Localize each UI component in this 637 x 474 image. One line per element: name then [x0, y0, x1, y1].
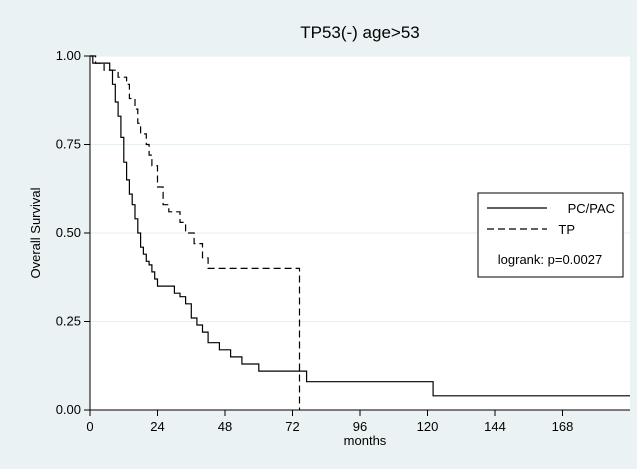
x-tick-label: 120 — [417, 419, 439, 434]
x-tick-label: 0 — [86, 419, 93, 434]
axes: 0.00 0.25 0.50 0.75 1.00 0 24 48 72 96 120 144 168 — [56, 48, 630, 434]
x-tick-label: 24 — [150, 419, 164, 434]
x-tick-label: 96 — [353, 419, 367, 434]
chart-title: TP53(-) age>53 — [300, 23, 420, 42]
x-tick-label: 72 — [285, 419, 299, 434]
legend-box — [477, 192, 624, 278]
legend-label-tp: TP — [558, 222, 575, 237]
x-tick-label: 144 — [484, 419, 506, 434]
y-axis-title: Overall Survival — [28, 187, 43, 278]
series-lines — [90, 55, 630, 410]
x-tick-label: 48 — [218, 419, 232, 434]
legend: PC/PAC TP logrank: p=0.0027 — [477, 192, 624, 278]
series-line-tp — [90, 55, 301, 410]
y-tick-label: 0.75 — [56, 137, 81, 152]
series-line-pc-pac — [90, 55, 630, 397]
y-tick-label: 0.00 — [56, 402, 81, 417]
y-tick-label: 1.00 — [56, 48, 81, 63]
x-axis-title: months — [344, 433, 387, 448]
logrank-annotation: logrank: p=0.0027 — [498, 252, 602, 267]
y-tick-label: 0.25 — [56, 314, 81, 329]
x-tick-label: 168 — [552, 419, 574, 434]
legend-label-pc-pac: PC/PAC — [568, 201, 615, 216]
y-tick-label: 0.50 — [56, 225, 81, 240]
